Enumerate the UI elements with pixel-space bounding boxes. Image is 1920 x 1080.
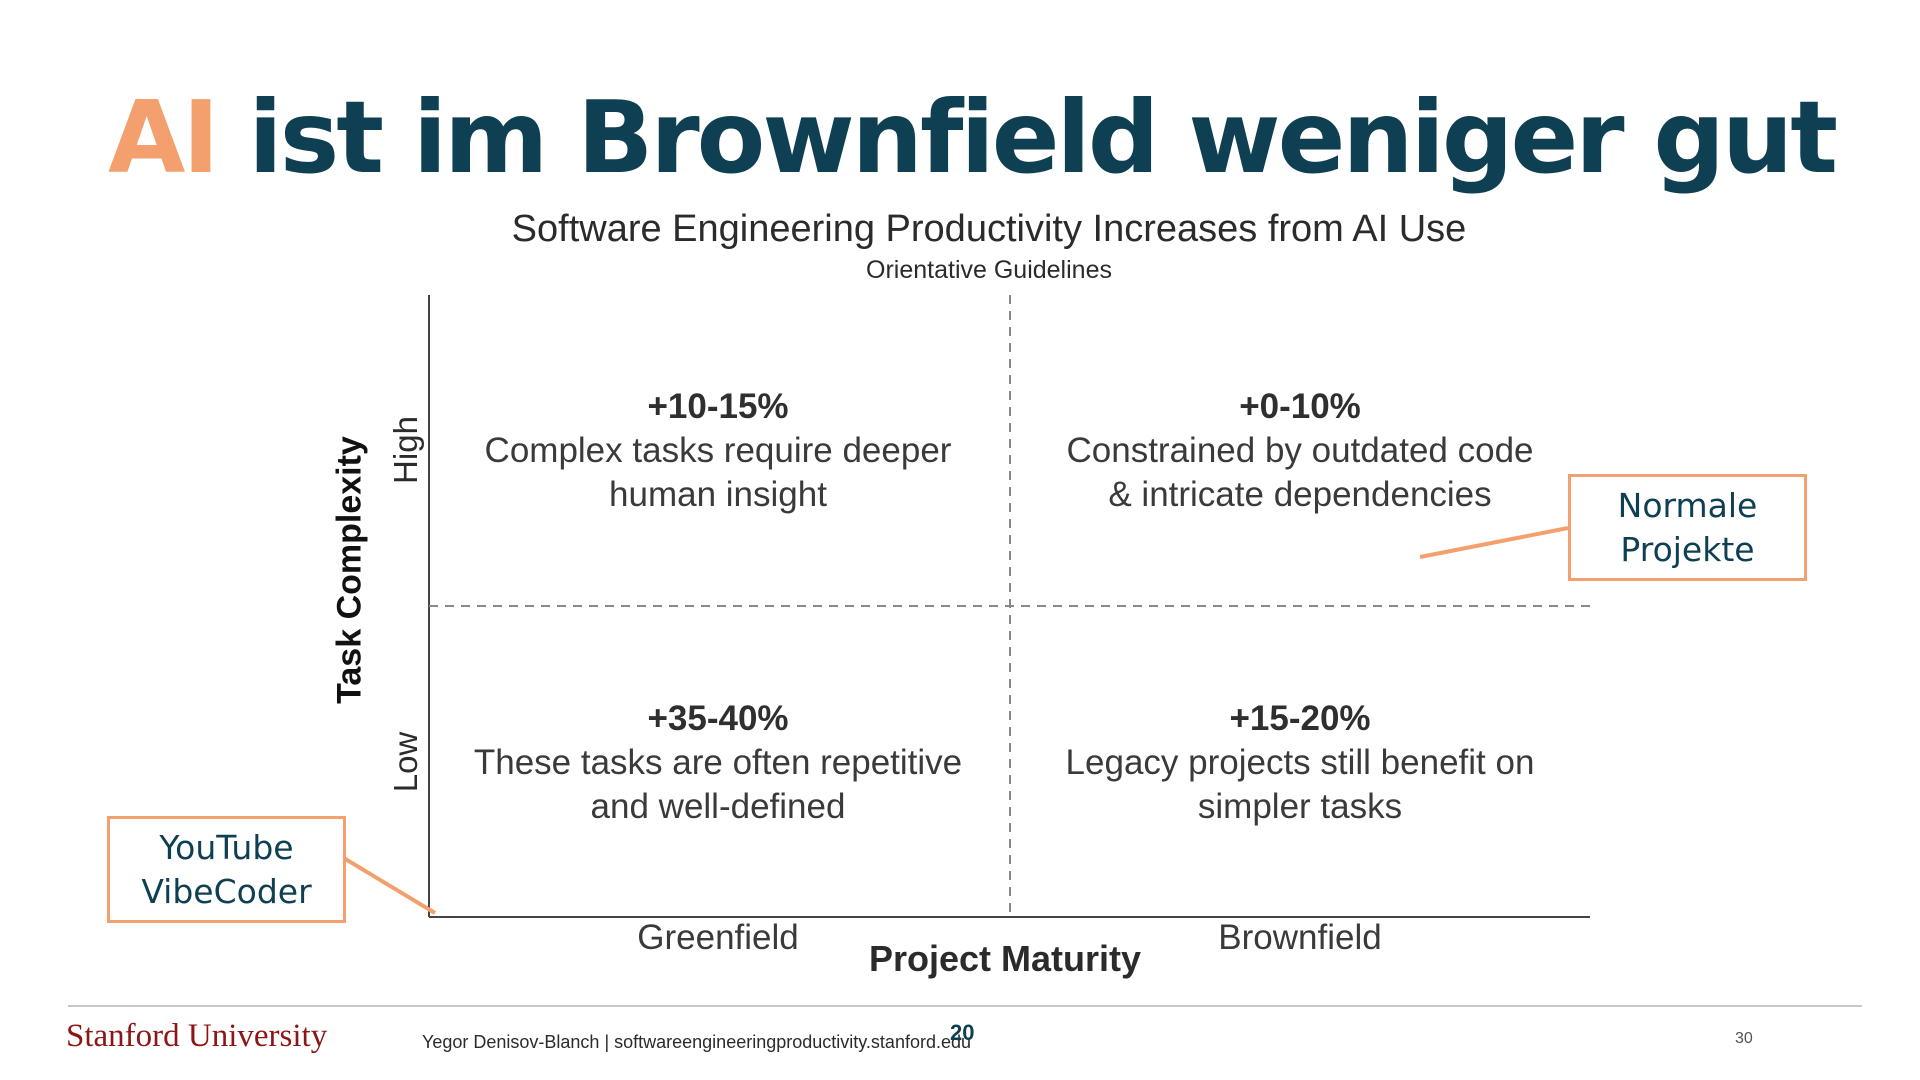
slide-title: AI ist im Brownfield weniger gut — [108, 88, 1838, 188]
quadrant-text-line2: human insight — [609, 475, 827, 514]
y-tick-low: Low — [387, 731, 424, 793]
chart-subtitle: Orientative Guidelines — [866, 256, 1112, 284]
callout-line2: Projekte — [1620, 529, 1755, 569]
footer-divider — [68, 1005, 1862, 1007]
callout-line2: VibeCoder — [141, 871, 312, 911]
x-axis-label: Project Maturity — [868, 938, 1142, 979]
x-tick-greenfield: Greenfield — [637, 918, 799, 957]
quadrant-value: +15-20% — [1229, 699, 1371, 738]
callout-line1: Normale — [1617, 485, 1758, 525]
quadrant-text-line1: Constrained by outdated code — [1066, 431, 1534, 470]
callout-normal-projects: Normale Projekte — [1568, 474, 1807, 581]
y-tick-high: High — [387, 416, 424, 484]
quadrant-value: +0-10% — [1239, 387, 1361, 426]
source-page-number: 30 — [1735, 1030, 1753, 1047]
quadrant-high-brownfield: +0-10% Constrained by outdated code & in… — [1010, 385, 1590, 517]
callout-youtube-vibecoder: YouTube VibeCoder — [107, 816, 346, 923]
x-tick-brownfield: Brownfield — [1218, 918, 1382, 957]
quadrant-value: +35-40% — [647, 699, 789, 738]
stanford-logo: Stanford University — [66, 1018, 328, 1054]
title-accent: AI — [108, 79, 220, 196]
slide-number: 20 — [950, 1020, 975, 1045]
quadrant-text-line2: simpler tasks — [1197, 787, 1403, 826]
callout-line1: YouTube — [159, 827, 294, 867]
quadrant-high-greenfield: +10-15% Complex tasks require deeper hum… — [428, 385, 1008, 517]
chart-title: Software Engineering Productivity Increa… — [511, 208, 1467, 250]
callout-connector-youtube — [340, 855, 437, 915]
callout-connector-normal — [1419, 526, 1569, 559]
quadrant-low-brownfield: +15-20% Legacy projects still benefit on… — [1010, 697, 1590, 829]
y-axis-label: Task Complexity — [330, 436, 369, 704]
quadrant-low-greenfield: +35-40% These tasks are often repetitive… — [428, 697, 1008, 829]
source-credit: Yegor Denisov-Blanch | softwareengineeri… — [422, 1032, 971, 1052]
quadrant-text-line1: Legacy projects still benefit on — [1065, 743, 1535, 782]
title-rest: ist im Brownfield weniger gut — [216, 79, 1838, 196]
quadrant-value: +10-15% — [647, 387, 789, 426]
quadrant-text-line2: & intricate dependencies — [1108, 475, 1492, 514]
quadrant-text-line1: These tasks are often repetitive — [473, 743, 963, 782]
quadrant-text-line2: and well-defined — [590, 787, 846, 826]
quadrant-text-line1: Complex tasks require deeper — [484, 431, 952, 470]
